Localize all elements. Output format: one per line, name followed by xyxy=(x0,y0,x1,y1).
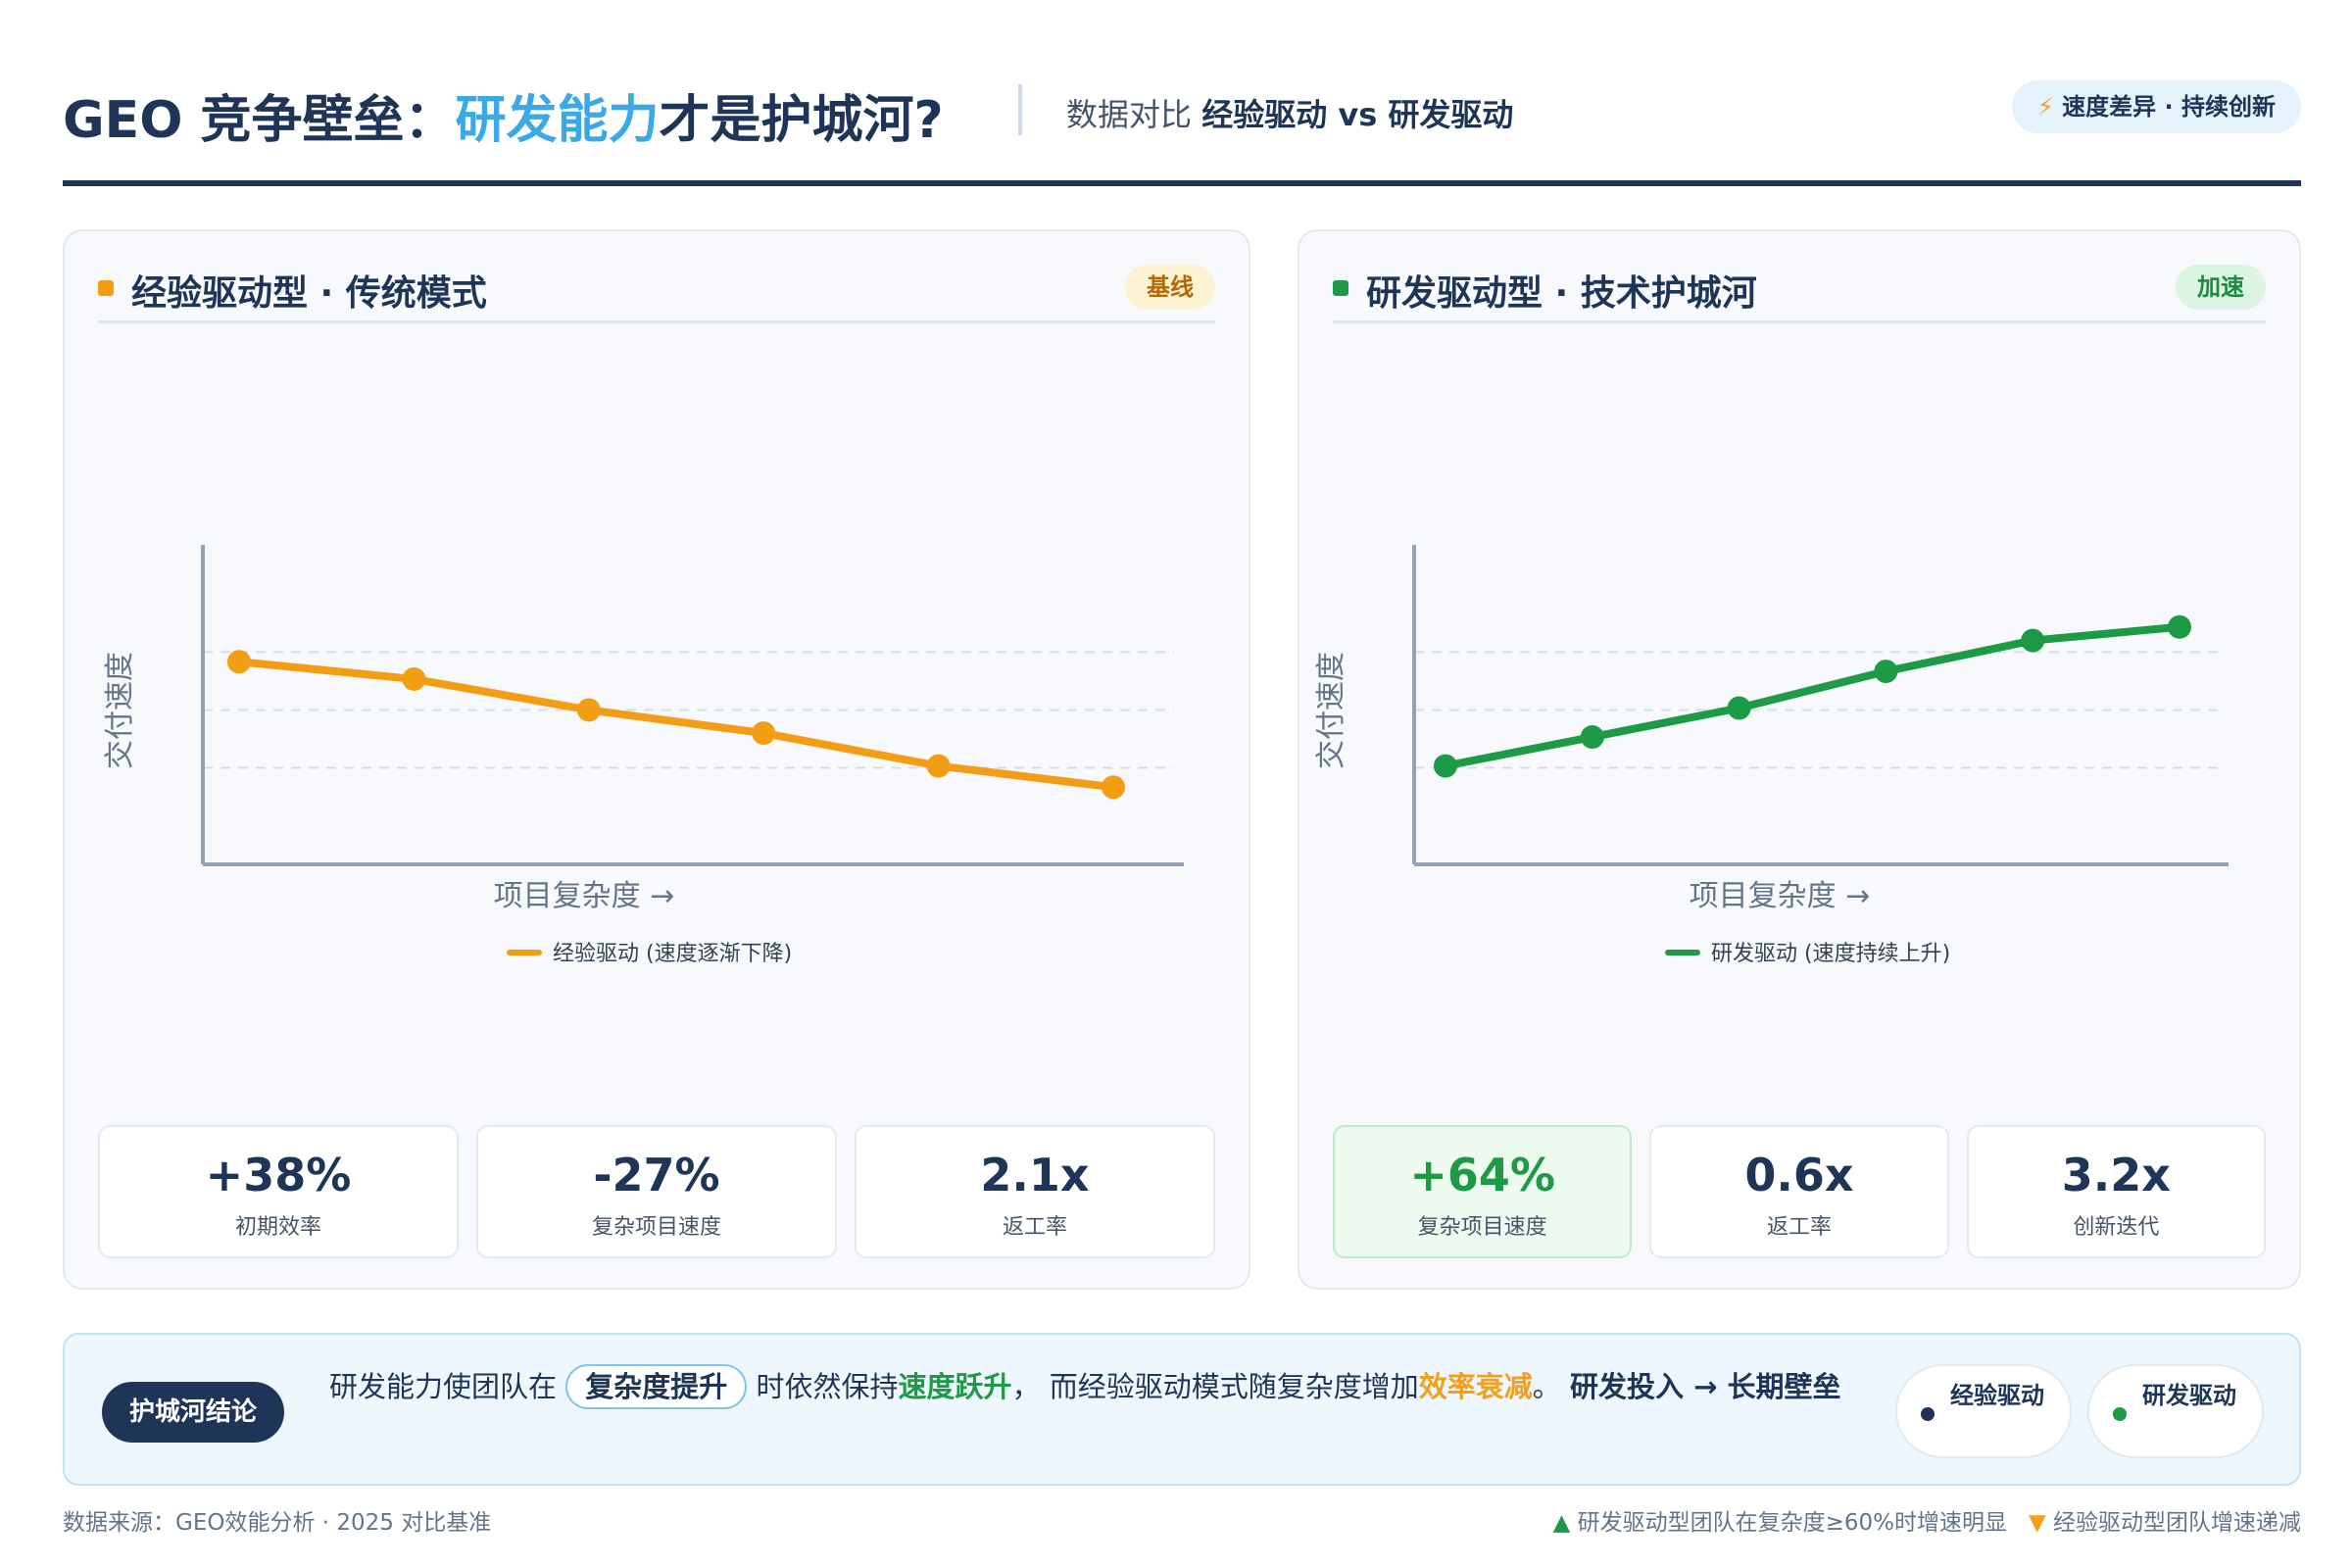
stat-card-highlight: +64% 复杂项目速度 xyxy=(1333,1125,1633,1258)
speed-jump-text: 速度跃升 xyxy=(898,1370,1012,1403)
conclusion-part: 。 xyxy=(1532,1370,1561,1403)
square-icon xyxy=(98,280,114,296)
data-source: 数据来源：GEO效能分析 · 2025 对比基准 xyxy=(63,1510,492,1536)
footer-notes: ▲ 研发驱动型团队在复杂度≥60%时增速明显 ▼ 经验驱动型团队增速递减 xyxy=(1553,1503,2301,1537)
stat-value: 2.1x xyxy=(980,1149,1090,1201)
title-prefix: GEO 竞争壁垒： xyxy=(63,91,456,150)
y-axis-label: 交付速度 xyxy=(103,652,137,769)
title-suffix: 才是护城河? xyxy=(659,91,944,150)
y-axis-label: 交付速度 xyxy=(1314,652,1348,769)
long-term-barrier-text: 研发投入 → 长期壁垒 xyxy=(1569,1370,1841,1403)
accelerate-tag: 加速 xyxy=(2176,265,2266,310)
legend-chip-experience: 经验驱动 xyxy=(1895,1364,2072,1458)
panel-title: 研发驱动型 · 技术护城河 xyxy=(1366,273,1757,314)
lightning-icon: ⚡ xyxy=(2036,93,2054,121)
triangle-down-icon: ▼ xyxy=(2028,1510,2046,1536)
stat-card: 3.2x 创新迭代 xyxy=(1966,1125,2266,1258)
stat-label: 返工率 xyxy=(1002,1215,1067,1240)
stat-card: +38% 初期效率 xyxy=(98,1125,459,1258)
panel-experience-driven: 经验驱动型 · 传统模式 基线 交付速度项目复杂度 → 经验驱动 (速度逐渐下降)… xyxy=(63,229,1250,1290)
data-point xyxy=(227,650,251,674)
data-point xyxy=(2021,628,2045,653)
panel-header: 研发驱动型 · 技术护城河 加速 xyxy=(1333,261,2266,323)
title-divider xyxy=(1018,84,1022,135)
note-up: 研发驱动型团队在复杂度≥60%时增速明显 xyxy=(1577,1510,2007,1536)
dot-icon xyxy=(2113,1407,2127,1421)
stat-value: +38% xyxy=(205,1149,352,1201)
conclusion-part: 研发能力使团队在 xyxy=(329,1370,558,1403)
dot-icon xyxy=(1921,1407,1935,1421)
chip-label: 研发驱动 xyxy=(2142,1382,2236,1409)
panel-header: 经验驱动型 · 传统模式 基线 xyxy=(98,261,1215,323)
series-line xyxy=(1442,622,2183,770)
x-axis-label: 项目复杂度 → xyxy=(1690,879,1871,913)
header: GEO 竞争壁垒：研发能力才是护城河? 数据对比 经验驱动 vs 研发驱动 ⚡ … xyxy=(63,69,2301,186)
stats-row: +38% 初期效率 -27% 复杂项目速度 2.1x 返工率 xyxy=(98,1125,1215,1258)
stat-label: 返工率 xyxy=(1766,1215,1832,1240)
triangle-up-icon: ▲ xyxy=(1552,1510,1571,1536)
subtitle-bold: 经验驱动 vs 研发驱动 xyxy=(1201,96,1514,133)
stat-label: 复杂项目速度 xyxy=(591,1215,721,1240)
conclusion-text: 研发能力使团队在 复杂度提升 时依然保持速度跃升， 而经验驱动模式随复杂度增加效… xyxy=(329,1364,1897,1409)
data-point xyxy=(576,698,601,722)
stat-label: 初期效率 xyxy=(234,1215,321,1240)
conclusion-part: 时依然保持 xyxy=(756,1370,899,1403)
note-down: 经验驱动型团队增速递减 xyxy=(2053,1510,2301,1536)
conclusion-pill: 护城河结论 xyxy=(102,1382,285,1443)
data-point xyxy=(752,721,776,746)
panel-title: 经验驱动型 · 传统模式 xyxy=(131,273,487,314)
x-axis-label: 项目复杂度 → xyxy=(494,879,675,913)
stat-card: -27% 复杂项目速度 xyxy=(476,1125,837,1258)
stat-card: 0.6x 返工率 xyxy=(1649,1125,1949,1258)
efficiency-decay-text: 效率衰减 xyxy=(1418,1370,1533,1403)
data-point xyxy=(1580,725,1604,750)
square-icon xyxy=(1333,280,1348,296)
chip-label: 经验驱动 xyxy=(1950,1382,2044,1409)
stat-label: 创新迭代 xyxy=(2073,1215,2160,1240)
stat-value: +64% xyxy=(1409,1149,1555,1201)
legend-chip-rd: 研发驱动 xyxy=(2087,1364,2264,1458)
stat-card: 2.1x 返工率 xyxy=(855,1125,1215,1258)
title-highlight: 研发能力 xyxy=(455,91,660,150)
header-badge: ⚡ 速度差异 · 持续创新 xyxy=(2011,80,2301,133)
subtitle-plain: 数据对比 xyxy=(1066,96,1193,133)
legend-label: 研发驱动 (速度持续上升) xyxy=(1711,942,1950,966)
header-badge-label: 速度差异 · 持续创新 xyxy=(2062,93,2276,121)
data-point xyxy=(1727,696,1751,720)
baseline-tag: 基线 xyxy=(1125,265,1215,310)
page-title: GEO 竞争壁垒：研发能力才是护城河? xyxy=(63,78,944,152)
panel-rd-driven: 研发驱动型 · 技术护城河 加速 交付速度项目复杂度 → 研发驱动 (速度持续上升… xyxy=(1298,229,2301,1290)
stat-label: 复杂项目速度 xyxy=(1417,1215,1547,1240)
data-point xyxy=(1434,754,1457,778)
legend-label: 经验驱动 (速度逐渐下降) xyxy=(553,942,792,966)
data-point xyxy=(926,754,951,778)
stat-value: 3.2x xyxy=(2061,1149,2171,1201)
data-point xyxy=(2168,614,2191,639)
conclusion-banner: 护城河结论 研发能力使团队在 复杂度提升 时依然保持速度跃升， 而经验驱动模式随… xyxy=(63,1333,2301,1486)
data-point xyxy=(402,666,426,691)
stats-row: +64% 复杂项目速度 0.6x 返工率 3.2x 创新迭代 xyxy=(1333,1125,2266,1258)
conclusion-part: ， 而经验驱动模式随复杂度增加 xyxy=(1011,1370,1419,1403)
complexity-highlight: 复杂度提升 xyxy=(565,1364,748,1409)
stat-value: 0.6x xyxy=(1744,1149,1854,1201)
page-subtitle: 数据对比 经验驱动 vs 研发驱动 xyxy=(1066,90,1513,135)
stat-value: -27% xyxy=(593,1149,720,1201)
data-point xyxy=(1102,775,1125,800)
data-point xyxy=(1874,660,1898,684)
series-line xyxy=(235,658,1117,792)
